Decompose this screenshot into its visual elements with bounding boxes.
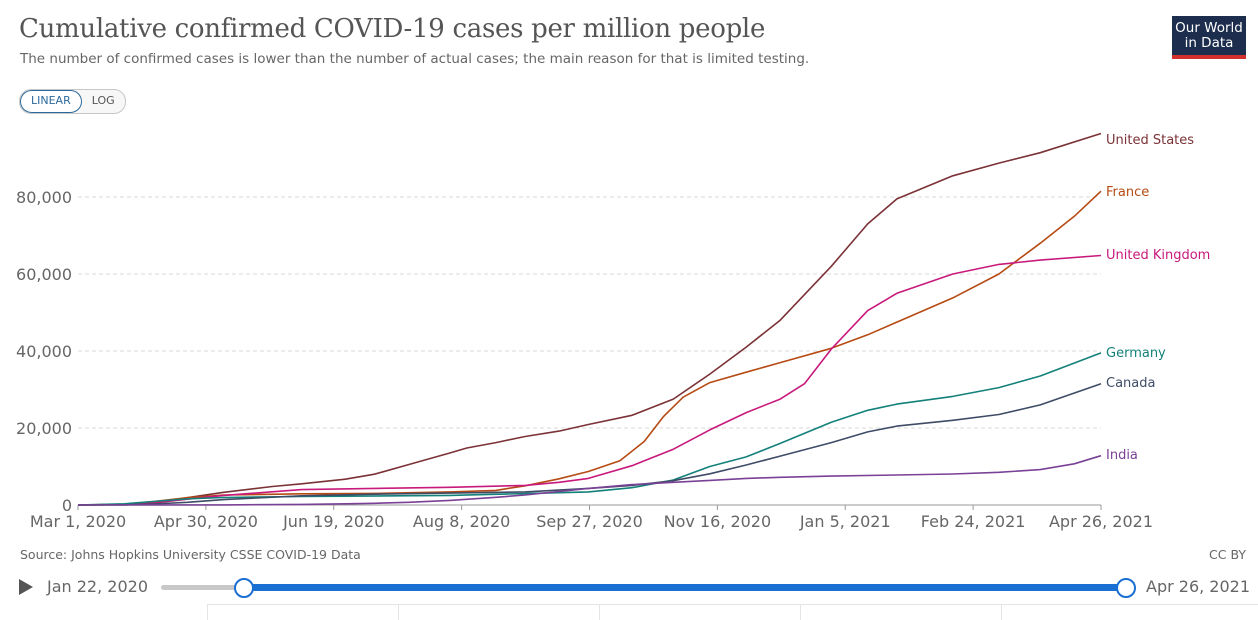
chart-subtitle: The number of confirmed cases is lower t… [20, 51, 810, 67]
x-tick-label: Apr 26, 2021 [1049, 512, 1153, 531]
x-tick-label: Mar 1, 2020 [30, 512, 126, 531]
log-scale-button[interactable]: LOG [91, 94, 115, 107]
scale-toggle: LINEAR LOG [19, 89, 126, 114]
series-label: India [1106, 448, 1138, 463]
x-tick-label: Aug 8, 2020 [413, 512, 510, 531]
x-tick-label: Jun 19, 2020 [282, 512, 384, 531]
license-link[interactable]: CC BY [1209, 547, 1246, 562]
timeline-start-label: Jan 22, 2020 [47, 577, 148, 596]
linear-scale-button[interactable]: LINEAR [20, 90, 82, 113]
chart-title: Cumulative confirmed COVID-19 cases per … [19, 14, 766, 44]
series-line [77, 132, 1102, 506]
y-tick-label: 80,000 [16, 188, 72, 207]
owid-logo[interactable]: Our World in Data [1172, 16, 1246, 59]
series-label: Germany [1106, 346, 1166, 361]
y-tick-label: 60,000 [16, 265, 72, 284]
y-tick-label: 40,000 [16, 342, 72, 361]
x-tick-label: Sep 27, 2020 [536, 512, 643, 531]
play-icon[interactable] [19, 579, 33, 595]
tab-divider [398, 605, 399, 620]
timeline-end-handle[interactable] [1116, 578, 1136, 598]
timeline-start-handle[interactable] [234, 578, 254, 598]
series-label: United States [1106, 133, 1194, 148]
source-note[interactable]: Source: Johns Hopkins University CSSE CO… [20, 547, 361, 562]
logo-line-2: in Data [1184, 35, 1234, 51]
series-label: United Kingdom [1106, 248, 1210, 263]
series-line [77, 190, 1102, 506]
tab-divider [207, 605, 208, 620]
series-line [77, 254, 1102, 506]
series-label: Canada [1106, 376, 1155, 391]
timeline: Jan 22, 2020 Apr 26, 2021 [0, 572, 1258, 602]
line-chart: 0 20,000 40,000 60,000 80,000 Mar 1, 2020 Apr … [16, 132, 1210, 531]
logo-line-1: Our World [1175, 20, 1243, 36]
y-tick-label: 0 [62, 496, 72, 515]
x-tick-label: Nov 16, 2020 [664, 512, 772, 531]
tab-divider [599, 605, 600, 620]
x-tick-label: Apr 30, 2020 [154, 512, 258, 531]
series-line [77, 352, 1102, 506]
timeline-selected-range [244, 584, 1126, 591]
tab-strip [207, 604, 1258, 620]
series-label: France [1106, 185, 1149, 200]
x-tick-label: Feb 24, 2021 [921, 512, 1026, 531]
y-tick-label: 20,000 [16, 419, 72, 438]
timeline-end-label: Apr 26, 2021 [1146, 577, 1251, 596]
tab-divider [800, 605, 801, 620]
tab-divider [1001, 605, 1002, 620]
x-tick-label: Jan 5, 2021 [799, 512, 891, 531]
series-line [77, 382, 1102, 506]
series-line [77, 454, 1102, 506]
